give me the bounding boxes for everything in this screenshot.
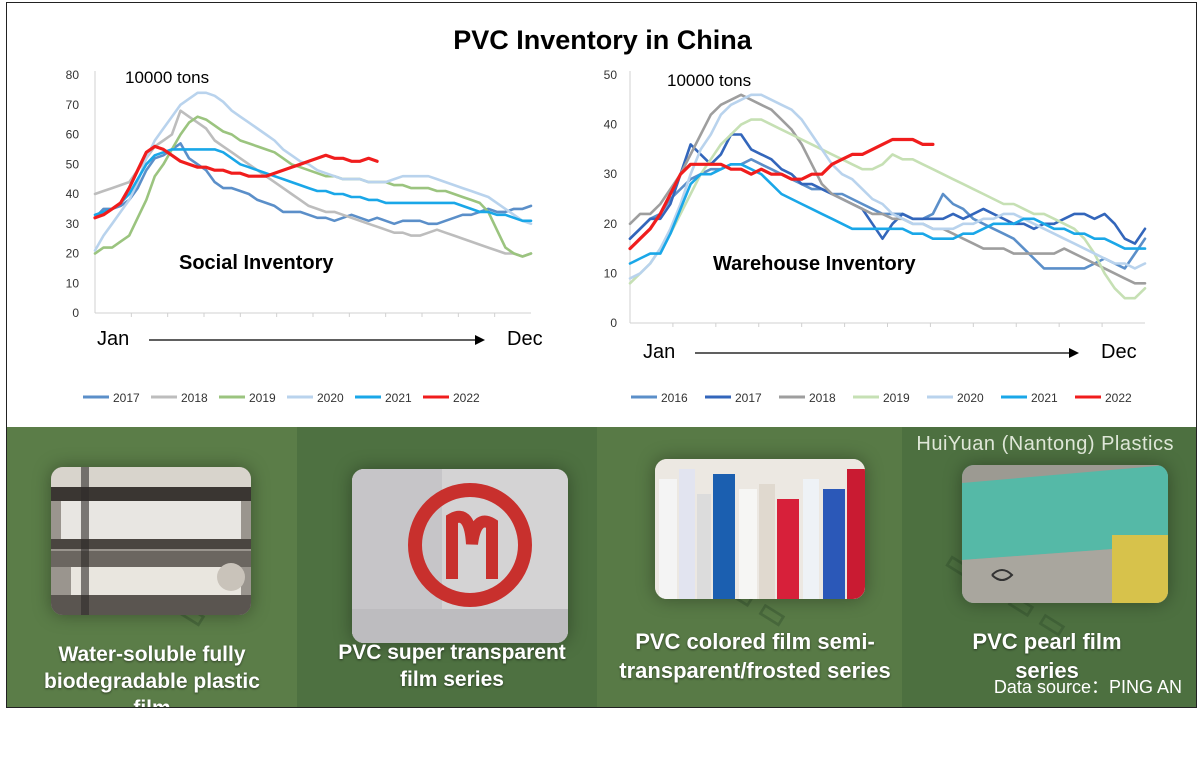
time-arrow-head: [475, 335, 485, 345]
y-tick-label: 50: [604, 68, 618, 82]
legend-label-2022: 2022: [453, 391, 480, 405]
legend-label-2016: 2016: [661, 391, 688, 405]
y-tick-label: 40: [66, 187, 80, 201]
caption-line: Water-soluble fully: [58, 643, 246, 666]
product-caption-4: PVC pearl film series: [927, 627, 1167, 685]
data-source: Data source：PING AN: [993, 677, 1182, 697]
social-inventory-chart: 0 10 20 30 40 50 60 70 80 10000 tons Social Invent…: [66, 68, 543, 405]
series-line-2022: [93, 144, 379, 220]
series-line-2021: [628, 163, 1147, 265]
product-caption-2: PVC super transparent film series: [319, 639, 585, 693]
x-label-start: Jan: [643, 341, 675, 363]
legend-label-2018: 2018: [181, 391, 208, 405]
unit-label: 10000 tons: [125, 68, 209, 87]
product-banner: ▭ ▭ ▭ ▭ ▭ ▭ ▭ ▭ ▭ ▭ ▭ ▭ ▭ ▭ ▭ ▭ HuiYuan …: [7, 427, 1196, 707]
legend-label-2018: 2018: [809, 391, 836, 405]
series-line-2018: [93, 109, 533, 258]
series-line-2019: [93, 115, 533, 258]
y-tick-label: 80: [66, 68, 80, 82]
caption-line: film series: [400, 668, 504, 691]
x-label-end: Dec: [1101, 341, 1137, 363]
series-line-2017: [628, 133, 1147, 245]
caption-line: PVC super transparent: [338, 641, 566, 664]
warehouse-inventory-chart: 0 10 20 30 40 50 10000 tons Warehouse Inventory…: [604, 68, 1147, 405]
series-line-2018: [628, 93, 1147, 285]
product-photo-biodegradable-film: [51, 467, 251, 615]
chart-title: Social Inventory: [179, 252, 334, 274]
caption-line: transparent/frosted series: [619, 658, 891, 683]
legend-label-2021: 2021: [1031, 391, 1058, 405]
y-tick-label: 60: [66, 128, 80, 142]
y-tick-label: 0: [72, 306, 79, 320]
product-photo-colored-film: [655, 459, 865, 599]
y-tick-label: 10: [604, 266, 618, 280]
y-tick-label: 30: [604, 167, 618, 181]
series-line-2016: [628, 158, 1147, 270]
series-line-2020: [628, 93, 1147, 280]
product-caption-3: PVC colored film semi- transparent/frost…: [605, 627, 905, 685]
time-arrow-head: [1069, 348, 1079, 358]
legend-label-2020: 2020: [317, 391, 344, 405]
legend-label-2017: 2017: [113, 391, 140, 405]
legend-label-2022: 2022: [1105, 391, 1132, 405]
x-label-end: Dec: [507, 328, 543, 350]
main-title: PVC Inventory in China: [453, 25, 752, 55]
x-label-start: Jan: [97, 328, 129, 350]
unit-label: 10000 tons: [667, 71, 751, 90]
y-tick-label: 40: [604, 118, 618, 132]
legend-label-2017: 2017: [735, 391, 762, 405]
series-line-2019: [628, 118, 1147, 300]
product-photo-pearl-film: [962, 465, 1168, 603]
y-tick-label: 10: [66, 276, 80, 290]
series-line-2020: [93, 91, 533, 252]
legend-label-2020: 2020: [957, 391, 984, 405]
legend-label-2019: 2019: [249, 391, 276, 405]
caption-line: PVC colored film semi-: [635, 629, 875, 654]
y-tick-label: 0: [610, 316, 617, 330]
legend-label-2019: 2019: [883, 391, 910, 405]
caption-line: biodegradable plastic film: [44, 670, 260, 707]
series-line-2022: [628, 137, 935, 251]
y-tick-label: 20: [66, 247, 80, 261]
y-tick-label: 70: [66, 98, 80, 112]
figure-frame: PVC Inventory in China 0 10 20 30 40 50 60 70 80…: [6, 2, 1197, 708]
caption-line: PVC pearl film: [972, 629, 1122, 654]
caption-line: series: [1015, 658, 1079, 683]
chart-title: Warehouse Inventory: [713, 253, 917, 275]
product-photo-transparent-film: [352, 469, 568, 643]
product-caption-1: Water-soluble fully biodegradable plasti…: [27, 641, 277, 707]
legend-label-2021: 2021: [385, 391, 412, 405]
brand-name: HuiYuan (Nantong) Plastics: [916, 433, 1174, 455]
y-tick-label: 50: [66, 157, 80, 171]
y-tick-label: 20: [604, 217, 618, 231]
y-tick-label: 30: [66, 217, 80, 231]
